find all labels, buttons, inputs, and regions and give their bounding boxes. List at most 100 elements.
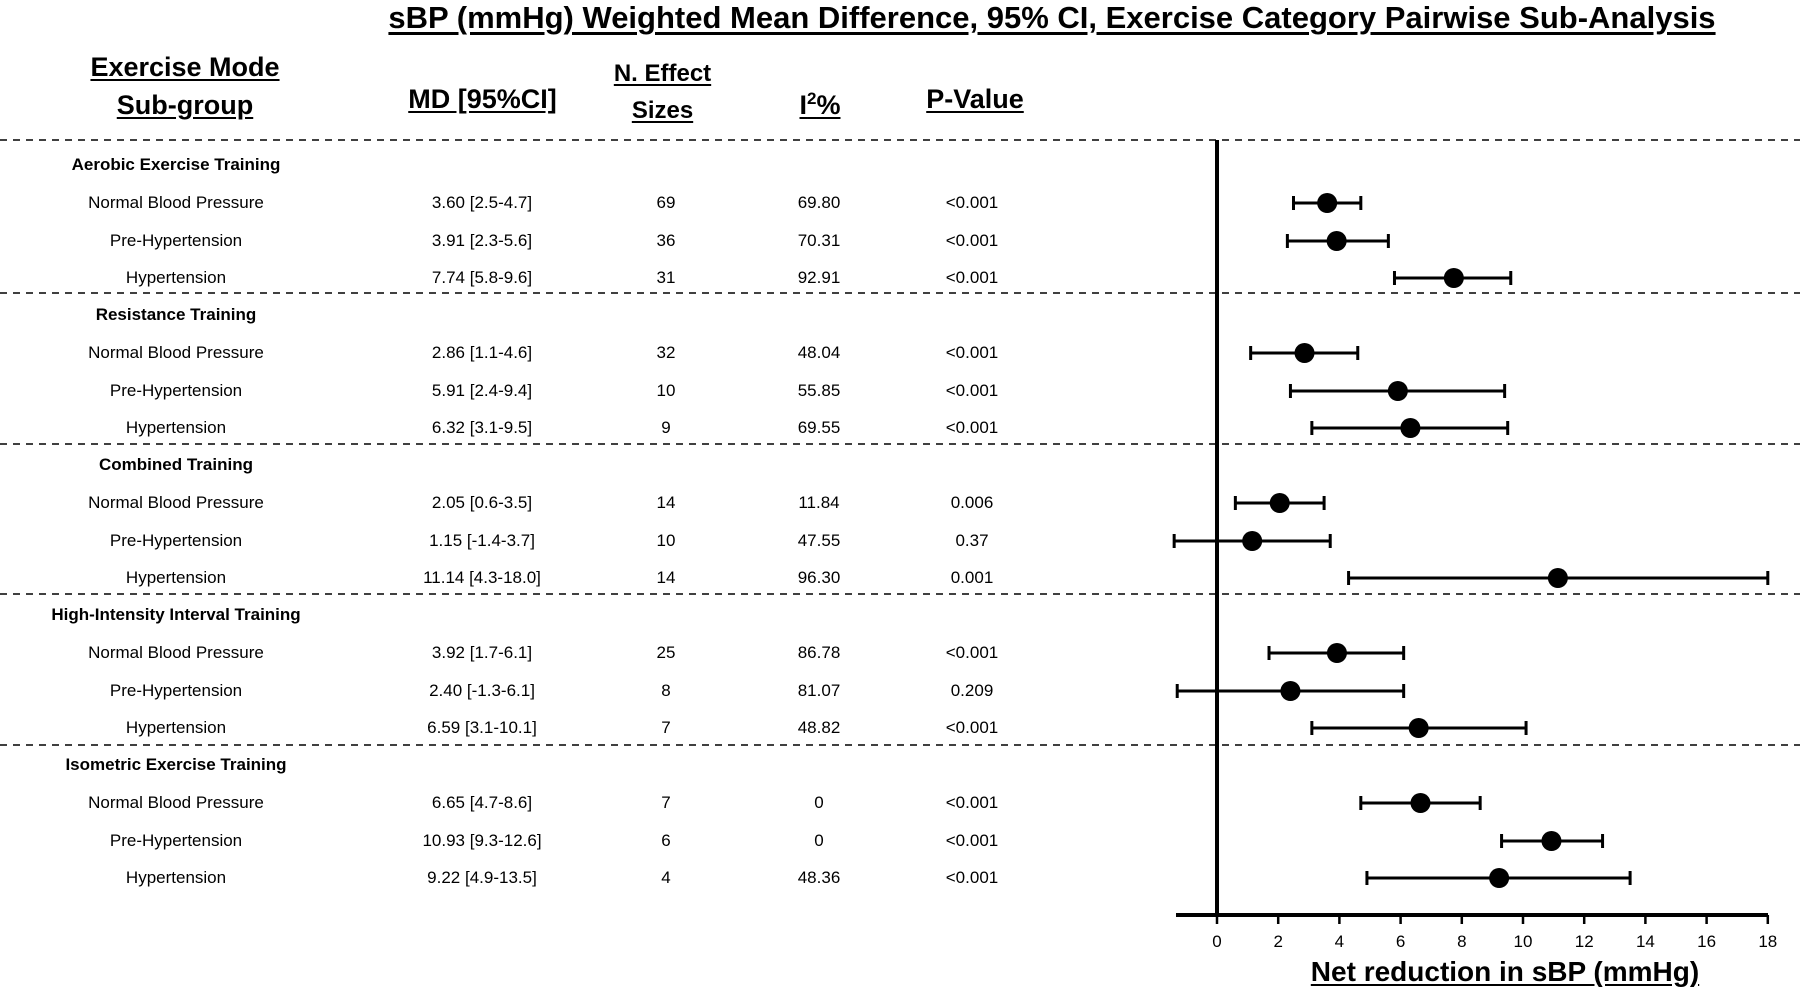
row-md-ci: 2.40 [-1.3-6.1] xyxy=(429,681,535,700)
row-label: Pre-Hypertension xyxy=(109,831,243,850)
row-p-value: <0.001 xyxy=(945,381,999,400)
row-md-ci: 1.15 [-1.4-3.7] xyxy=(429,531,535,550)
row-i2: 92.91 xyxy=(797,268,841,287)
row-md-ci: 6.65 [4.7-8.6] xyxy=(431,793,533,812)
header-n-line2: Sizes xyxy=(631,97,694,124)
row-p-value: <0.001 xyxy=(945,718,999,737)
row-md-ci: 3.91 [2.3-5.6] xyxy=(431,231,533,250)
row-n-effect-sizes: 36 xyxy=(656,231,676,250)
mean-point xyxy=(1326,231,1347,251)
mean-point xyxy=(1387,381,1408,401)
mean-point xyxy=(1326,643,1347,663)
x-tick-label: 12 xyxy=(1575,932,1594,951)
mean-point xyxy=(1443,268,1464,288)
header-n-effect-sizes: N. Effect Sizes xyxy=(595,55,730,129)
row-md-ci: 3.92 [1.7-6.1] xyxy=(431,643,533,662)
row-i2: 0 xyxy=(814,831,824,850)
row-label: Hypertension xyxy=(125,268,227,287)
row-i2: 0 xyxy=(814,793,824,812)
row-label: Normal Blood Pressure xyxy=(88,493,264,512)
row-p-value: <0.001 xyxy=(945,343,999,362)
group-label: High-Intensity Interval Training xyxy=(51,605,301,624)
row-i2: 69.55 xyxy=(797,418,841,437)
row-label: Pre-Hypertension xyxy=(109,681,243,700)
row-label: Normal Blood Pressure xyxy=(88,193,264,212)
row-n-effect-sizes: 7 xyxy=(661,718,671,737)
row-md-ci: 7.74 [5.8-9.6] xyxy=(431,268,533,287)
row-label: Normal Blood Pressure xyxy=(88,793,264,812)
row-i2: 11.84 xyxy=(798,493,840,512)
x-tick-label: 8 xyxy=(1457,932,1466,951)
row-p-value: 0.001 xyxy=(950,568,994,587)
row-p-value: <0.001 xyxy=(945,231,999,250)
row-p-value: <0.001 xyxy=(945,418,999,437)
mean-point xyxy=(1489,868,1510,888)
row-label: Hypertension xyxy=(125,718,227,737)
row-i2: 70.31 xyxy=(797,231,841,250)
row-p-value: <0.001 xyxy=(945,643,999,662)
row-i2: 81.07 xyxy=(797,681,841,700)
row-n-effect-sizes: 7 xyxy=(661,793,671,812)
row-n-effect-sizes: 14 xyxy=(656,493,676,512)
row-label: Hypertension xyxy=(125,868,227,887)
header-md: MD [95%CI] xyxy=(408,84,557,114)
header-i2-base: I xyxy=(799,90,808,120)
row-n-effect-sizes: 4 xyxy=(661,868,671,887)
mean-point xyxy=(1400,418,1421,438)
mean-point xyxy=(1317,193,1338,213)
chart-title: sBP (mmHg) Weighted Mean Difference, 95%… xyxy=(388,0,1716,35)
header-n-line1: N. Effect xyxy=(613,60,712,87)
row-n-effect-sizes: 9 xyxy=(661,418,671,437)
row-p-value: <0.001 xyxy=(945,268,999,287)
row-n-effect-sizes: 31 xyxy=(656,268,676,287)
header-i2-pct: % xyxy=(816,90,841,120)
row-i2: 48.82 xyxy=(797,718,841,737)
x-tick-label: 4 xyxy=(1335,932,1344,951)
row-label: Pre-Hypertension xyxy=(109,381,243,400)
row-md-ci: 2.86 [1.1-4.6] xyxy=(431,343,533,362)
mean-point xyxy=(1547,568,1568,588)
mean-point xyxy=(1269,493,1290,513)
row-i2: 86.78 xyxy=(797,643,841,662)
row-md-ci: 3.60 [2.5-4.7] xyxy=(431,193,533,212)
row-i2: 48.36 xyxy=(797,868,841,887)
row-n-effect-sizes: 25 xyxy=(656,643,676,662)
mean-point xyxy=(1280,681,1301,701)
row-p-value: 0.006 xyxy=(950,493,994,512)
x-tick-label: 0 xyxy=(1212,932,1221,951)
row-n-effect-sizes: 69 xyxy=(656,193,676,212)
mean-point xyxy=(1408,718,1429,738)
row-n-effect-sizes: 10 xyxy=(656,381,676,400)
row-n-effect-sizes: 14 xyxy=(656,568,676,587)
row-label: Normal Blood Pressure xyxy=(88,643,264,662)
row-label: Hypertension xyxy=(125,568,227,587)
row-md-ci: 11.14 [4.3-18.0] xyxy=(423,568,541,587)
group-label: Aerobic Exercise Training xyxy=(71,155,281,174)
x-tick-label: 16 xyxy=(1697,932,1716,951)
row-md-ci: 9.22 [4.9-13.5] xyxy=(427,868,537,887)
row-n-effect-sizes: 32 xyxy=(656,343,676,362)
row-p-value: <0.001 xyxy=(945,868,999,887)
row-p-value: 0.209 xyxy=(950,681,994,700)
group-label: Combined Training xyxy=(99,455,253,474)
row-md-ci: 6.59 [3.1-10.1] xyxy=(427,718,537,737)
row-i2: 55.85 xyxy=(797,381,841,400)
row-i2: 48.04 xyxy=(797,343,841,362)
header-i2: I2% xyxy=(765,80,875,124)
header-exercise-mode-line2: Sub-group xyxy=(116,90,254,120)
mean-point xyxy=(1410,793,1431,813)
row-n-effect-sizes: 6 xyxy=(661,831,671,850)
row-label: Pre-Hypertension xyxy=(109,531,243,550)
x-tick-label: 10 xyxy=(1514,932,1533,951)
row-n-effect-sizes: 10 xyxy=(656,531,676,550)
row-p-value: <0.001 xyxy=(945,793,999,812)
row-p-value: <0.001 xyxy=(945,193,999,212)
group-label: Isometric Exercise Training xyxy=(65,755,287,774)
row-p-value: 0.37 xyxy=(955,531,989,550)
mean-point xyxy=(1242,531,1263,551)
x-tick-label: 6 xyxy=(1396,932,1405,951)
row-i2: 47.55 xyxy=(797,531,841,550)
row-md-ci: 2.05 [0.6-3.5] xyxy=(431,493,533,512)
row-n-effect-sizes: 8 xyxy=(661,681,671,700)
